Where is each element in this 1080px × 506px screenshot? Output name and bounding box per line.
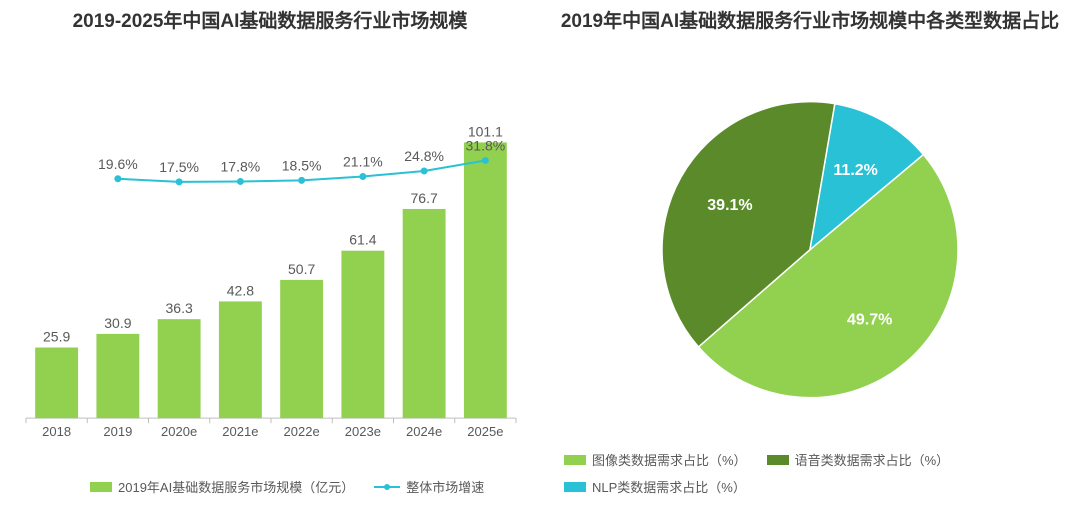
line-value-label: 31.8% bbox=[466, 137, 506, 153]
line-marker bbox=[176, 178, 183, 185]
pie-pct-label: 49.7% bbox=[847, 311, 892, 328]
legend-swatch bbox=[767, 455, 789, 465]
line-marker bbox=[421, 167, 428, 174]
x-axis-label: 2022e bbox=[284, 424, 320, 439]
line-value-label: 18.5% bbox=[282, 157, 322, 173]
pie-pct-label: 39.1% bbox=[707, 196, 752, 213]
bar-value-label: 30.9 bbox=[104, 315, 131, 331]
legend-swatch bbox=[564, 455, 586, 465]
legend-item-bar: 2019年AI基础数据服务市场规模（亿元） bbox=[90, 477, 354, 496]
x-axis-label: 2021e bbox=[222, 424, 258, 439]
line-value-label: 21.1% bbox=[343, 153, 383, 169]
legend-swatch bbox=[564, 482, 586, 492]
bar bbox=[219, 301, 262, 418]
bar-line-svg: 25.9 2018 30.9 2019 36.3 2020e 42.8 2021e 50.7 20… bbox=[20, 45, 520, 471]
bar-value-label: 76.7 bbox=[411, 190, 438, 206]
pie-legend: 图像类数据需求占比（%） 语音类数据需求占比（%） NLP类数据需求占比（%） bbox=[560, 444, 1060, 496]
bar bbox=[96, 334, 139, 418]
legend-swatch-line bbox=[374, 482, 400, 492]
legend-label: NLP类数据需求占比（%） bbox=[592, 477, 746, 496]
legend-item-pie: 语音类数据需求占比（%） bbox=[767, 450, 950, 469]
x-axis-label: 2024e bbox=[406, 424, 442, 439]
bar bbox=[158, 319, 201, 418]
bar bbox=[35, 347, 78, 418]
bar-value-label: 25.9 bbox=[43, 328, 70, 344]
bar-line-panel: 2019-2025年中国AI基础数据服务行业市场规模 25.9201830.92… bbox=[0, 0, 540, 506]
line-value-label: 17.8% bbox=[221, 158, 261, 174]
legend-label-line: 整体市场增速 bbox=[406, 477, 484, 496]
x-axis-label: 2019 bbox=[103, 424, 132, 439]
legend-item-pie: 图像类数据需求占比（%） bbox=[564, 450, 747, 469]
legend-item-line: 整体市场增速 bbox=[374, 477, 484, 496]
pie-title: 2019年中国AI基础数据服务行业市场规模中各类型数据占比 bbox=[560, 10, 1060, 35]
legend-label: 语音类数据需求占比（%） bbox=[795, 450, 950, 469]
bar bbox=[464, 142, 507, 418]
line-value-label: 19.6% bbox=[98, 155, 138, 171]
line-marker bbox=[482, 157, 489, 164]
bar bbox=[341, 250, 384, 417]
bar-value-label: 50.7 bbox=[288, 261, 315, 277]
bar-value-label: 36.3 bbox=[166, 300, 193, 316]
line-marker bbox=[298, 177, 305, 184]
x-axis-label: 2023e bbox=[345, 424, 381, 439]
pie-panel: 2019年中国AI基础数据服务行业市场规模中各类型数据占比 49.7% 39.1%… bbox=[540, 0, 1080, 506]
x-axis-label: 2018 bbox=[42, 424, 71, 439]
line-marker bbox=[237, 178, 244, 185]
bar bbox=[280, 280, 323, 418]
x-axis-label: 2020e bbox=[161, 424, 197, 439]
pie-pct-label: 11.2% bbox=[833, 162, 877, 179]
line-value-label: 17.5% bbox=[159, 159, 199, 175]
bar-line-legend: 2019年AI基础数据服务市场规模（亿元） 整体市场增速 bbox=[20, 471, 520, 496]
bar bbox=[403, 209, 446, 418]
legend-swatch-bar bbox=[90, 482, 112, 492]
legend-label: 图像类数据需求占比（%） bbox=[592, 450, 747, 469]
bar-line-title: 2019-2025年中国AI基础数据服务行业市场规模 bbox=[20, 10, 520, 35]
line-value-label: 24.8% bbox=[404, 148, 444, 164]
legend-label-bar: 2019年AI基础数据服务市场规模（亿元） bbox=[118, 477, 354, 496]
line-marker bbox=[359, 173, 366, 180]
bar-value-label: 42.8 bbox=[227, 282, 254, 298]
pie-chart-area: 49.7% 39.1% 11.2% bbox=[560, 45, 1060, 444]
pie-svg: 49.7% 39.1% 11.2% bbox=[560, 45, 1060, 444]
legend-item-pie: NLP类数据需求占比（%） bbox=[564, 477, 746, 496]
bar-line-chart-area: 25.9 2018 30.9 2019 36.3 2020e 42.8 2021e 50.7 20… bbox=[20, 45, 520, 471]
line-marker bbox=[114, 175, 121, 182]
bar-value-label: 61.4 bbox=[349, 231, 376, 247]
x-axis-label: 2025e bbox=[467, 424, 503, 439]
